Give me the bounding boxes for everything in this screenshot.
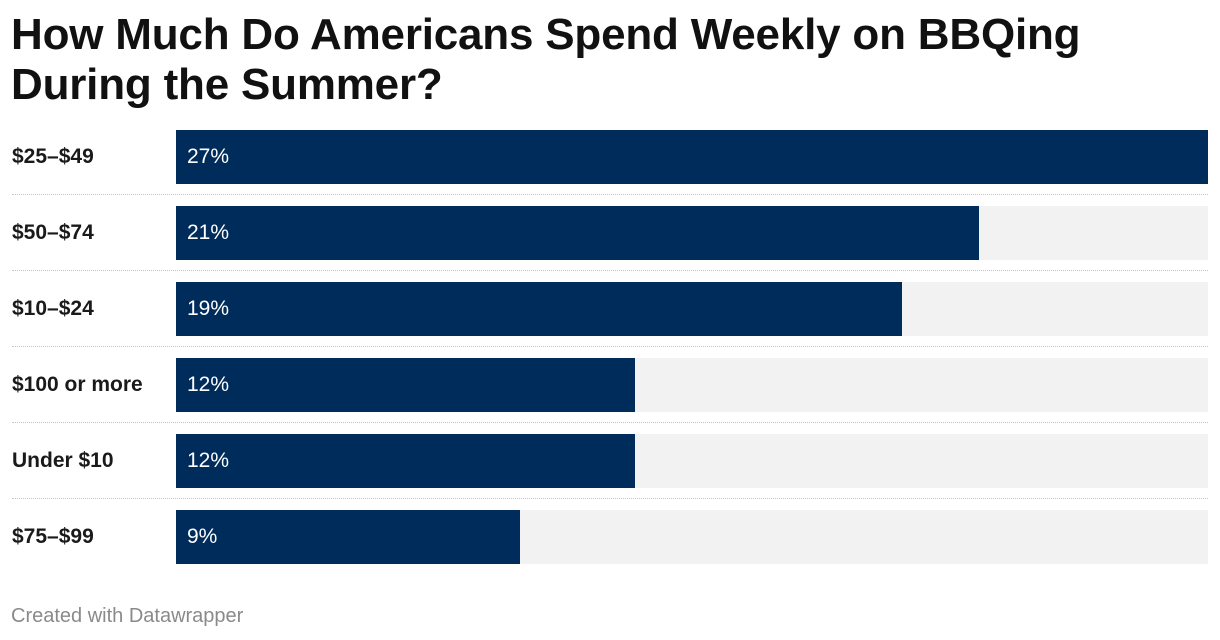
bar [176, 510, 520, 564]
bar-value-label: 27% [187, 145, 230, 168]
bar-value-label: 12% [187, 449, 230, 472]
bar-value-label: 21% [187, 221, 230, 244]
bar-row: $25–$49 27% [0, 130, 1220, 184]
bar-track: 27% [176, 130, 1208, 184]
category-label: $100 or more [12, 373, 143, 396]
bar-track: 9% [176, 510, 1208, 564]
credit-footer[interactable]: Created with Datawrapper [11, 605, 244, 627]
category-label: Under $10 [12, 449, 114, 472]
bar-track: 19% [176, 282, 1208, 336]
bar-value-label: 9% [187, 525, 218, 548]
bar [176, 434, 635, 488]
row-separator [12, 270, 1208, 271]
bar [176, 206, 979, 260]
bar [176, 130, 1208, 184]
bar-track: 12% [176, 358, 1208, 412]
chart-title: How Much Do Americans Spend Weekly on BB… [11, 10, 1081, 109]
row-separator [12, 422, 1208, 423]
bar-row: $10–$24 19% [0, 282, 1220, 336]
bar-row: $75–$99 9% [0, 510, 1220, 564]
category-label: $75–$99 [12, 525, 94, 548]
bar-track: 12% [176, 434, 1208, 488]
bar [176, 282, 902, 336]
bar-row: $50–$74 21% [0, 206, 1220, 260]
category-label: $10–$24 [12, 297, 94, 320]
row-separator [12, 194, 1208, 195]
bar [176, 358, 635, 412]
row-separator [12, 498, 1208, 499]
bar-chart: $25–$49 27% $50–$74 21% $10–$24 19% $100 or mo… [0, 130, 1220, 570]
bar-row: Under $10 12% [0, 434, 1220, 488]
bar-value-label: 19% [187, 297, 230, 320]
bar-row: $100 or more 12% [0, 358, 1220, 412]
row-separator [12, 346, 1208, 347]
bar-value-label: 12% [187, 373, 230, 396]
bar-track: 21% [176, 206, 1208, 260]
category-label: $25–$49 [12, 145, 94, 168]
category-label: $50–$74 [12, 221, 94, 244]
